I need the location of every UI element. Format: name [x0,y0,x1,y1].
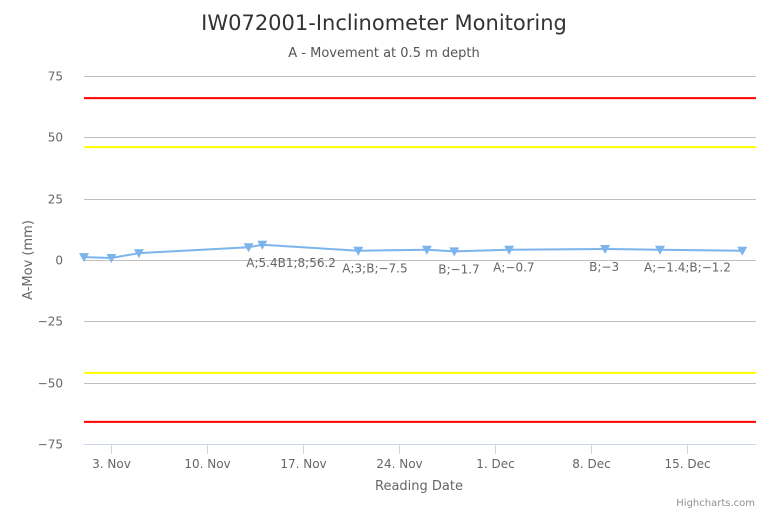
chart-subtitle: A - Movement at 0.5 m depth [288,46,479,61]
x-tick-label: 8. Dec [572,457,610,471]
data-point-marker [106,254,117,263]
y-tick-label: −75 [38,438,63,452]
data-label: A;3;B;−7.5 [342,262,407,276]
x-tick-label: 1. Dec [476,457,514,471]
data-point-marker [600,245,611,254]
data-point-marker [353,246,364,256]
data-label: A;−0.7 [493,261,534,275]
chart-title: IW072001-Inclinometer Monitoring [201,11,567,35]
data-point-marker [449,247,460,257]
data-label: B;−3 [589,260,619,274]
data-labels: A;5.4B1;8;56.2 A;3;B;−7.5 B;−1.7 A;−0.7 B;−3… [246,256,731,277]
data-point-marker [737,246,748,256]
x-tick-label: 15. Dec [664,457,710,471]
data-label: A;5.4B1;8;56.2 [246,256,336,270]
y-tick-label: 0 [55,254,63,268]
threshold-lines [84,97,756,423]
data-point-marker [504,245,515,255]
series-path [83,243,743,259]
data-point-marker [133,249,144,259]
y-axis-title: A-Mov (mm) [21,220,36,300]
x-tick-label: 10. Nov [184,457,230,471]
x-tick-label: 24. Nov [376,457,422,471]
x-tick-label: 17. Nov [280,457,326,471]
data-label: B;−1.7 [438,262,479,276]
data-point-marker [79,253,89,263]
y-tick-label: −50 [38,377,63,391]
y-axis: 75 50 25 0 −25 −50 −75 [38,70,63,452]
x-axis-title: Reading Date [375,479,463,494]
highcharts-credit[interactable]: Highcharts.com [676,498,755,509]
y-tick-label: 25 [48,193,63,207]
data-label: A;−1.4;B;−1.2 [644,261,731,275]
data-point-marker [655,245,665,255]
x-tick-label: 3. Nov [92,457,131,471]
x-axis: 3. Nov 10. Nov 17. Nov 24. Nov 1. Dec 8. Dec 1… [84,444,756,471]
series-line [79,240,748,263]
y-tick-label: 75 [48,70,63,84]
data-point-marker [421,245,432,255]
data-point-marker [243,243,254,253]
y-tick-label: 50 [48,131,63,145]
y-tick-label: −25 [38,315,63,329]
data-point-marker [257,240,268,250]
